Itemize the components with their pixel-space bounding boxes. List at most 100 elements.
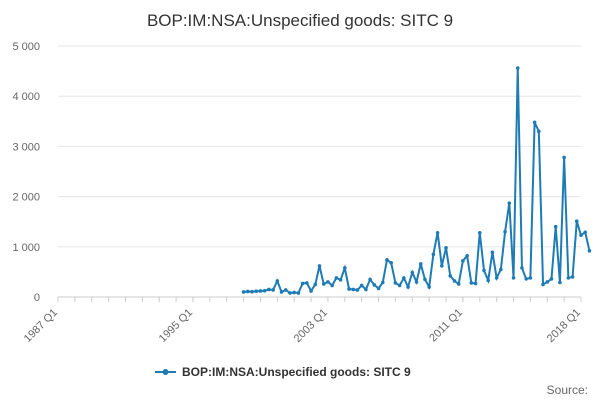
data-point[interactable] [241, 290, 246, 294]
data-point[interactable] [566, 276, 571, 280]
legend[interactable]: BOP:IM:NSA:Unspecified goods: SITC 9 [155, 365, 411, 379]
data-point[interactable] [372, 283, 377, 287]
data-point[interactable] [524, 277, 528, 281]
data-point[interactable] [482, 268, 486, 273]
data-point[interactable] [283, 288, 288, 292]
data-point[interactable] [427, 285, 431, 289]
data-point[interactable] [570, 275, 575, 279]
data-point[interactable] [402, 276, 406, 280]
data-point[interactable] [461, 259, 465, 263]
y-gridlines [58, 45, 581, 248]
data-point[interactable] [549, 277, 554, 281]
data-point[interactable] [541, 282, 545, 287]
data-point[interactable] [456, 282, 461, 286]
data-point[interactable] [296, 291, 301, 295]
data-point[interactable] [351, 287, 356, 292]
legend-label: BOP:IM:NSA:Unspecified goods: SITC 9 [182, 365, 411, 379]
data-point[interactable] [368, 277, 372, 282]
data-point[interactable] [558, 280, 562, 285]
data-point[interactable] [553, 224, 558, 229]
data-point[interactable] [503, 229, 507, 234]
data-point[interactable] [267, 287, 271, 292]
data-point[interactable] [355, 288, 360, 292]
data-point[interactable] [477, 230, 482, 235]
data-point[interactable] [347, 287, 351, 291]
data-point[interactable] [334, 276, 339, 280]
data-point[interactable] [246, 289, 250, 294]
data-point[interactable] [338, 278, 343, 282]
data-point[interactable] [574, 219, 579, 223]
data-point[interactable] [520, 266, 524, 270]
series-points [241, 66, 592, 295]
x-tick-label: 2003 Q1 [292, 307, 330, 345]
data-point[interactable] [499, 267, 503, 272]
data-point[interactable] [313, 282, 318, 287]
data-point[interactable] [515, 66, 520, 70]
data-point[interactable] [389, 261, 394, 265]
data-point[interactable] [330, 283, 334, 288]
data-point[interactable] [587, 249, 592, 253]
data-point[interactable] [444, 246, 448, 250]
data-point[interactable] [385, 258, 389, 262]
data-point[interactable] [262, 288, 267, 293]
data-point[interactable] [364, 287, 368, 292]
data-point[interactable] [452, 279, 457, 283]
series-line[interactable] [243, 68, 591, 295]
data-point[interactable] [494, 276, 499, 280]
data-point[interactable] [326, 280, 330, 284]
chart-title: BOP:IM:NSA:Unspecified goods: SITC 9 [147, 11, 453, 30]
data-point[interactable] [279, 290, 284, 294]
data-point[interactable] [537, 129, 541, 134]
data-point[interactable] [532, 120, 537, 125]
x-tick-label: 1995 Q1 [157, 307, 195, 345]
data-point[interactable] [406, 285, 410, 289]
data-point[interactable] [380, 280, 385, 285]
data-point[interactable] [292, 290, 296, 295]
data-point[interactable] [397, 283, 402, 288]
data-point[interactable] [250, 289, 254, 294]
data-point[interactable] [359, 283, 364, 288]
data-point[interactable] [583, 230, 588, 235]
y-tick-label: 2 000 [12, 192, 40, 204]
data-point[interactable] [431, 252, 436, 257]
y-tick-label: 3 000 [12, 141, 40, 153]
data-point[interactable] [343, 266, 347, 270]
data-point[interactable] [418, 262, 423, 266]
data-point[interactable] [305, 281, 309, 285]
data-point[interactable] [271, 288, 275, 292]
data-point[interactable] [465, 254, 469, 258]
data-point[interactable] [410, 270, 415, 275]
data-point[interactable] [393, 281, 398, 285]
data-point[interactable] [473, 281, 478, 286]
data-point[interactable] [486, 278, 491, 283]
y-axis-tick-labels: 0 1 000 2 000 3 000 4 000 5 000 [12, 41, 40, 304]
data-point[interactable] [309, 289, 313, 293]
y-tick-label: 1 000 [12, 242, 40, 254]
y-tick-label: 0 [34, 292, 40, 304]
data-point[interactable] [376, 286, 381, 291]
y-tick-label: 5 000 [12, 41, 40, 53]
data-point[interactable] [423, 277, 427, 282]
data-point[interactable] [317, 264, 322, 268]
y-tick-label: 4 000 [12, 91, 40, 103]
data-point[interactable] [300, 281, 305, 286]
data-point[interactable] [440, 264, 444, 268]
data-point[interactable] [545, 280, 550, 284]
data-point[interactable] [528, 276, 533, 280]
data-point[interactable] [507, 201, 512, 205]
x-tick-label: 2018 Q1 [545, 307, 583, 345]
data-point[interactable] [275, 279, 280, 283]
data-point[interactable] [448, 274, 453, 278]
data-point[interactable] [435, 230, 440, 235]
data-point[interactable] [469, 281, 474, 285]
data-point[interactable] [254, 289, 259, 294]
data-point[interactable] [511, 276, 516, 280]
data-point[interactable] [258, 289, 263, 293]
data-point[interactable] [321, 282, 326, 286]
legend-dot-marker [162, 369, 169, 375]
data-point[interactable] [579, 233, 583, 238]
data-point[interactable] [490, 250, 495, 255]
data-point[interactable] [562, 155, 566, 160]
data-point[interactable] [288, 291, 292, 295]
data-point[interactable] [414, 280, 419, 284]
